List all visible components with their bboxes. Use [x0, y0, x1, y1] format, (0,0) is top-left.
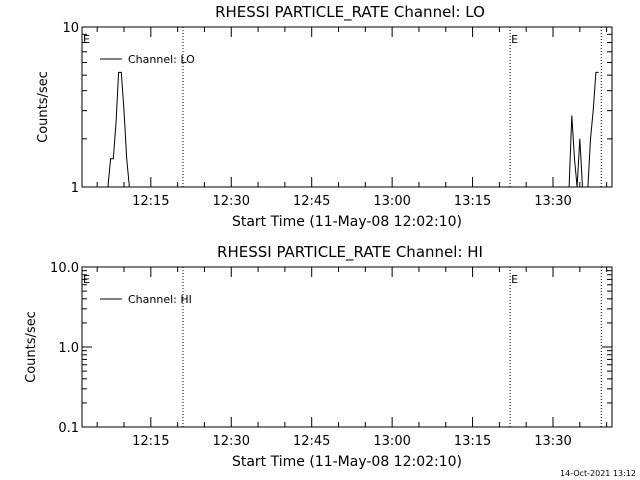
- y-axis-label: Counts/sec: [24, 311, 39, 383]
- generation-timestamp: 14-Oct-2021 13:12: [560, 469, 636, 478]
- x-tick-label: 12:45: [293, 194, 330, 209]
- series-line: [568, 115, 583, 188]
- plot-title: RHESSI PARTICLE_RATE Channel: LO: [215, 3, 485, 22]
- x-tick-label: 13:00: [373, 434, 410, 449]
- event-marker: E: [511, 273, 518, 286]
- x-tick-label: 12:45: [293, 434, 330, 449]
- legend-label: Channel: HI: [128, 293, 192, 306]
- legend: Channel: HI: [100, 293, 192, 306]
- axes: 1 10 12:15 12:30 12:45 13:00 13:15 13:30: [62, 21, 612, 209]
- legend-label: Channel: LO: [128, 53, 195, 66]
- x-tick-label: 12:30: [213, 434, 250, 449]
- series-line: [107, 71, 130, 188]
- axes: 0.1 1.0 10.0 12:15 12:30 12:45 13:00 13:15 13:30: [50, 261, 612, 449]
- y-axis-label: Counts/sec: [36, 71, 51, 143]
- hi-channel-plot: RHESSI PARTICLE_RATE Channel: HI 0.1 1.0 1…: [24, 243, 613, 470]
- event-marker: E: [83, 33, 90, 46]
- y-tick-label: 10.0: [50, 261, 79, 276]
- series-layer: [107, 71, 599, 188]
- x-tick-label: 13:15: [454, 194, 491, 209]
- event-marker: E: [83, 273, 90, 286]
- x-tick-label: 12:30: [213, 194, 250, 209]
- x-tick-label: 12:15: [132, 194, 169, 209]
- y-tick-label: 1: [71, 181, 79, 196]
- x-tick-label: 12:15: [132, 434, 169, 449]
- x-tick-label: 13:30: [534, 434, 571, 449]
- y-tick-label: 0.1: [58, 421, 79, 436]
- x-axis-label: Start Time (11-May-08 12:02:10): [232, 214, 462, 230]
- x-tick-label: 13:15: [454, 434, 491, 449]
- x-axis-label: Start Time (11-May-08 12:02:10): [232, 454, 462, 470]
- plot-frame: [81, 26, 613, 188]
- lo-channel-plot: RHESSI PARTICLE_RATE Channel: LO 1 10 12:1…: [36, 3, 613, 230]
- plot-title: RHESSI PARTICLE_RATE Channel: HI: [217, 243, 483, 262]
- x-tick-label: 13:00: [373, 194, 410, 209]
- legend: Channel: LO: [100, 53, 195, 66]
- y-tick-label: 10: [62, 21, 79, 36]
- series-line: [587, 71, 599, 188]
- event-marker: E: [511, 33, 518, 46]
- x-tick-label: 13:30: [534, 194, 571, 209]
- y-tick-label: 1.0: [58, 341, 79, 356]
